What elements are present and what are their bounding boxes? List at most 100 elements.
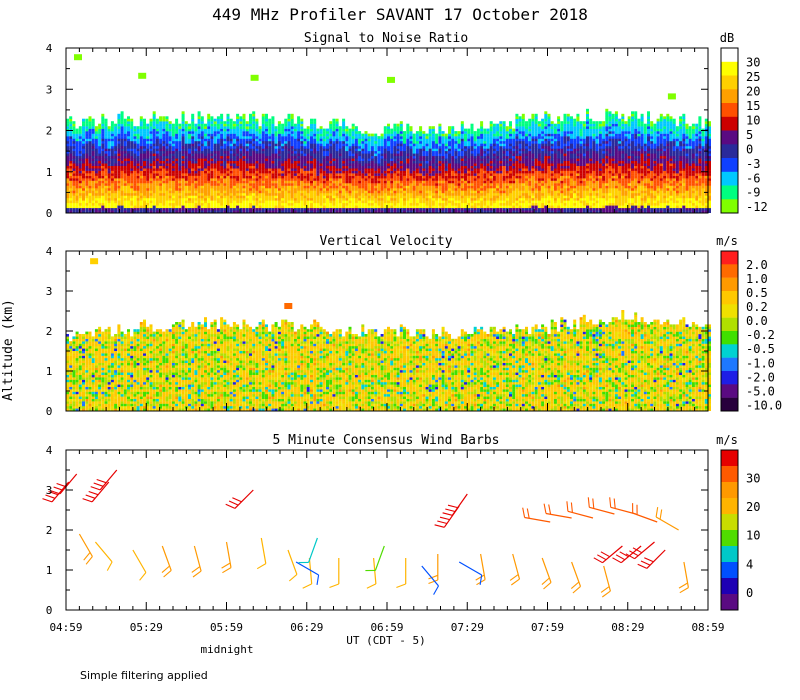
snr-cell xyxy=(438,195,442,199)
snr-cell xyxy=(232,180,236,184)
snr-cell xyxy=(419,200,423,204)
snr-cell xyxy=(194,128,198,132)
snr-cell xyxy=(232,158,236,161)
snr-cell xyxy=(200,136,204,139)
snr-cell xyxy=(255,158,259,161)
snr-cell xyxy=(406,180,410,184)
snr-cell xyxy=(284,190,288,194)
snr-cell xyxy=(367,148,371,152)
snr-cell xyxy=(171,150,175,154)
snr-cell xyxy=(277,195,281,199)
snr-cell xyxy=(88,190,92,194)
snr-cell xyxy=(249,188,252,191)
snr-cell xyxy=(110,133,114,137)
snr-cell xyxy=(213,178,217,181)
snr-cell xyxy=(364,165,368,169)
snr-cell xyxy=(297,155,301,159)
snr-cell xyxy=(184,133,188,137)
snr-cell xyxy=(438,165,442,169)
snr-cell xyxy=(181,121,185,124)
snr-cell xyxy=(216,118,220,122)
snr-cell xyxy=(232,173,236,176)
snr-cell xyxy=(370,200,374,204)
snr-cell xyxy=(486,163,490,166)
snr-cell xyxy=(152,146,156,149)
snr-cell xyxy=(261,168,265,171)
snr-cell xyxy=(415,173,419,176)
snr-cell xyxy=(133,197,137,201)
snr-cell xyxy=(91,153,95,157)
snr-cell xyxy=(274,178,278,181)
snr-cell xyxy=(448,210,451,213)
snr-cell xyxy=(483,180,487,184)
snr-cell xyxy=(415,178,419,181)
snr-cell xyxy=(310,138,313,142)
snr-cell xyxy=(441,136,445,139)
snr-cell xyxy=(396,185,400,189)
snr-cell xyxy=(390,136,394,139)
snr-cell xyxy=(245,163,249,166)
snr-cell xyxy=(393,163,397,166)
snr-cell xyxy=(117,141,121,144)
snr-cell xyxy=(361,195,365,199)
snr-cell xyxy=(422,200,426,204)
snr-cell xyxy=(441,175,445,179)
snr-cell xyxy=(415,168,419,171)
snr-cell xyxy=(146,190,150,194)
snr-cell xyxy=(431,136,435,139)
snr-cell xyxy=(361,207,365,211)
snr-cell xyxy=(431,155,435,159)
snr-cell xyxy=(441,193,445,196)
snr-cell xyxy=(120,133,124,137)
snr-cell xyxy=(236,133,240,137)
snr-cell xyxy=(451,202,455,206)
snr-cell xyxy=(162,116,166,119)
snr-cell xyxy=(476,138,480,142)
snr-cell xyxy=(146,210,150,213)
snr-cell xyxy=(441,190,445,194)
snr-cell xyxy=(159,205,163,209)
snr-cell xyxy=(268,210,272,213)
snr-cell xyxy=(412,168,416,171)
snr-cell xyxy=(274,131,278,134)
snr-cell xyxy=(107,193,111,196)
snr-cell xyxy=(428,173,432,176)
snr-cell xyxy=(387,207,390,211)
snr-cell xyxy=(271,197,275,201)
snr-cell xyxy=(496,205,500,209)
snr-cell xyxy=(383,153,387,157)
snr-cell xyxy=(82,190,85,194)
snr-cell xyxy=(120,143,124,147)
snr-cell xyxy=(136,195,140,199)
snr-cell xyxy=(374,168,378,171)
snr-cell xyxy=(351,170,355,174)
snr-cell xyxy=(82,195,85,199)
snr-cell xyxy=(338,138,342,142)
snr-cell xyxy=(415,170,419,174)
snr-cell xyxy=(152,202,156,206)
snr-cell xyxy=(258,178,262,181)
snr-cell xyxy=(460,175,464,179)
snr-cell xyxy=(454,138,458,142)
snr-cell xyxy=(75,136,79,139)
snr-cell xyxy=(175,200,179,204)
snr-cell xyxy=(335,175,339,179)
snr-cell xyxy=(127,210,130,213)
snr-cell xyxy=(159,165,163,169)
snr-cell xyxy=(207,128,211,132)
snr-cell xyxy=(75,183,79,186)
snr-cell xyxy=(191,128,195,132)
snr-cell xyxy=(390,153,394,157)
snr-cell xyxy=(101,197,105,201)
snr-cell xyxy=(277,121,281,124)
snr-cell xyxy=(435,136,439,139)
snr-cell xyxy=(88,210,92,213)
snr-cell xyxy=(114,136,118,139)
snr-cell xyxy=(297,183,301,186)
snr-cell xyxy=(159,150,163,154)
snr-cell xyxy=(210,138,214,142)
snr-cell xyxy=(223,126,227,129)
snr-cell xyxy=(364,197,368,201)
snr-cell xyxy=(431,207,435,211)
